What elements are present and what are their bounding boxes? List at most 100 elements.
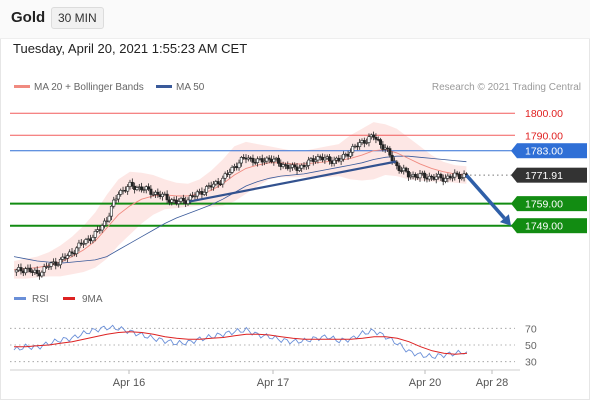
candle-body — [160, 193, 164, 197]
rsi-legend-label: RSI — [32, 294, 49, 305]
candle-body — [423, 172, 427, 179]
candle-body — [112, 199, 116, 207]
level-label-pointer — [511, 167, 517, 183]
candle-body — [444, 178, 448, 182]
candle-body — [288, 167, 292, 169]
candle-body — [188, 195, 192, 201]
candle-body — [47, 266, 51, 268]
candle-body — [418, 173, 422, 179]
candle-body — [397, 165, 401, 171]
candle-body — [68, 251, 72, 256]
candle-body — [455, 172, 459, 175]
rsi-9ma-legend-swatch — [63, 297, 75, 300]
candle-body — [181, 197, 185, 202]
candle-body — [216, 181, 220, 185]
timeframe-badge[interactable]: 30 MIN — [51, 7, 104, 29]
x-tick-label: Apr 16 — [113, 377, 145, 389]
chart-header: Gold 30 MIN — [0, 0, 590, 39]
candle-body — [406, 171, 410, 178]
candle-body — [404, 167, 408, 172]
candle-body — [93, 231, 97, 238]
candle-body — [450, 176, 454, 179]
candle-body — [332, 159, 336, 164]
candle-body — [130, 181, 134, 187]
ma50-legend-swatch — [156, 85, 172, 88]
candle-body — [348, 151, 352, 157]
candle-body — [70, 251, 74, 254]
level-label-pointer — [511, 196, 517, 212]
candle-body — [58, 259, 62, 266]
candle-body — [195, 191, 199, 197]
candle-body — [323, 157, 327, 161]
level-label-current: 1771.91 — [525, 170, 563, 182]
candle-body — [251, 157, 255, 163]
candle-body — [91, 236, 95, 242]
candle-body — [109, 205, 113, 217]
candle-body — [186, 199, 190, 204]
candle-body — [193, 195, 197, 198]
candle-body — [395, 161, 399, 167]
level-label-bg-support — [517, 218, 587, 234]
candle-body — [156, 191, 160, 195]
candle-body — [427, 175, 431, 180]
candle-body — [212, 183, 216, 188]
candle-body — [114, 198, 118, 201]
candle-body — [100, 225, 104, 231]
candle-body — [65, 255, 69, 259]
candle-body — [379, 139, 383, 145]
candle-body — [460, 177, 464, 180]
candle-body — [82, 243, 86, 245]
candle-body — [276, 157, 280, 164]
candle-body — [434, 176, 438, 180]
candle-body — [135, 187, 139, 190]
x-tick-label: Apr 20 — [409, 377, 441, 389]
level-label-bg-support — [517, 196, 587, 212]
credit-text: Research © 2021 Trading Central — [432, 82, 581, 93]
candle-body — [328, 156, 332, 162]
candle-body — [316, 156, 320, 161]
candle-body — [430, 175, 434, 178]
candle-body — [77, 242, 81, 249]
rsi-line — [13, 324, 468, 359]
symbol-title: Gold — [11, 9, 46, 26]
candle-body — [102, 220, 106, 226]
ma20-legend-swatch — [14, 85, 30, 88]
candle-body — [205, 186, 209, 193]
candle-body — [49, 262, 53, 267]
rsi-legend-swatch — [14, 297, 26, 300]
level-label-support: 1759.00 — [525, 199, 563, 211]
candle-body — [381, 144, 385, 150]
candle-body — [84, 239, 88, 244]
candle-body — [409, 175, 413, 178]
candle-body — [54, 261, 58, 266]
candle-body — [388, 148, 392, 156]
candle-body — [304, 165, 308, 168]
candle-body — [19, 267, 23, 272]
candle-body — [237, 162, 241, 169]
candle-body — [142, 189, 146, 191]
candle-body — [14, 269, 18, 273]
candle-body — [367, 136, 371, 143]
level-label-pivot: 1783.00 — [525, 146, 563, 158]
level-label-bg-current — [517, 167, 587, 183]
candle-body — [351, 146, 355, 153]
level-label-support: 1749.00 — [525, 221, 563, 233]
candle-body — [221, 177, 225, 185]
x-tick-label: Apr 17 — [257, 377, 289, 389]
candle-body — [119, 190, 123, 195]
rsi-tick-label: 50 — [525, 340, 537, 352]
candle-body — [28, 267, 32, 273]
level-label-resistance: 1790.00 — [525, 130, 563, 142]
candle-body — [260, 158, 264, 163]
rsi-9ma-line — [14, 331, 468, 355]
candle-body — [263, 160, 267, 163]
candle-body — [372, 134, 376, 138]
candle-body — [170, 199, 174, 203]
candle-body — [341, 153, 345, 160]
candle-body — [56, 264, 60, 266]
candle-body — [165, 193, 169, 201]
candle-body — [40, 271, 44, 277]
candle-body — [358, 142, 362, 147]
level-label-pointer — [511, 143, 517, 159]
candle-body — [105, 220, 109, 223]
